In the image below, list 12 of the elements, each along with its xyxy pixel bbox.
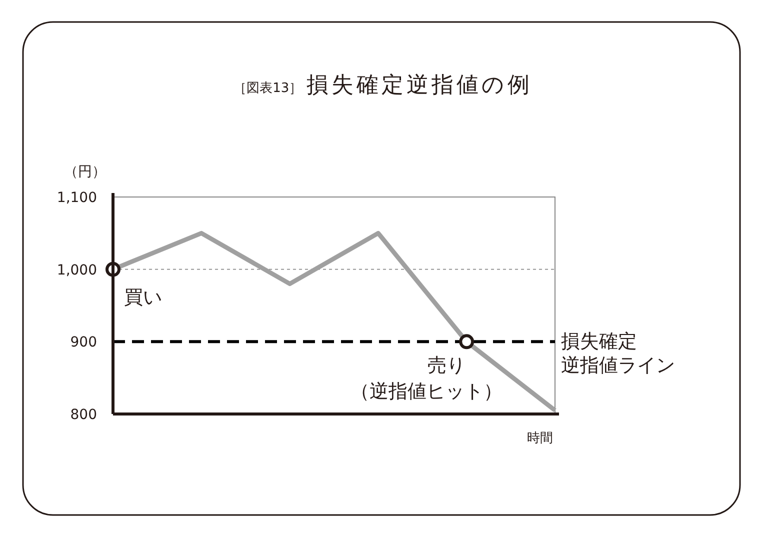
annotation: 売り bbox=[428, 354, 466, 377]
text: 逆指値ライン bbox=[561, 354, 675, 377]
annotation: （逆指値ヒット） bbox=[350, 380, 503, 403]
ref-line-label: 損失確定 bbox=[561, 330, 637, 353]
y-tick-label: 1,000 bbox=[56, 262, 97, 278]
y-tick-label: 900 bbox=[70, 334, 97, 351]
y-axis-title: （円） bbox=[64, 164, 106, 180]
x-axis-title: 時間 bbox=[527, 431, 553, 446]
chart-title: ［図表13］ 損失確定逆指値の例 bbox=[234, 73, 532, 98]
y-tick-label: 800 bbox=[70, 407, 97, 423]
annotation: 買い bbox=[124, 286, 162, 308]
y-tick-label: 1,100 bbox=[56, 190, 97, 206]
